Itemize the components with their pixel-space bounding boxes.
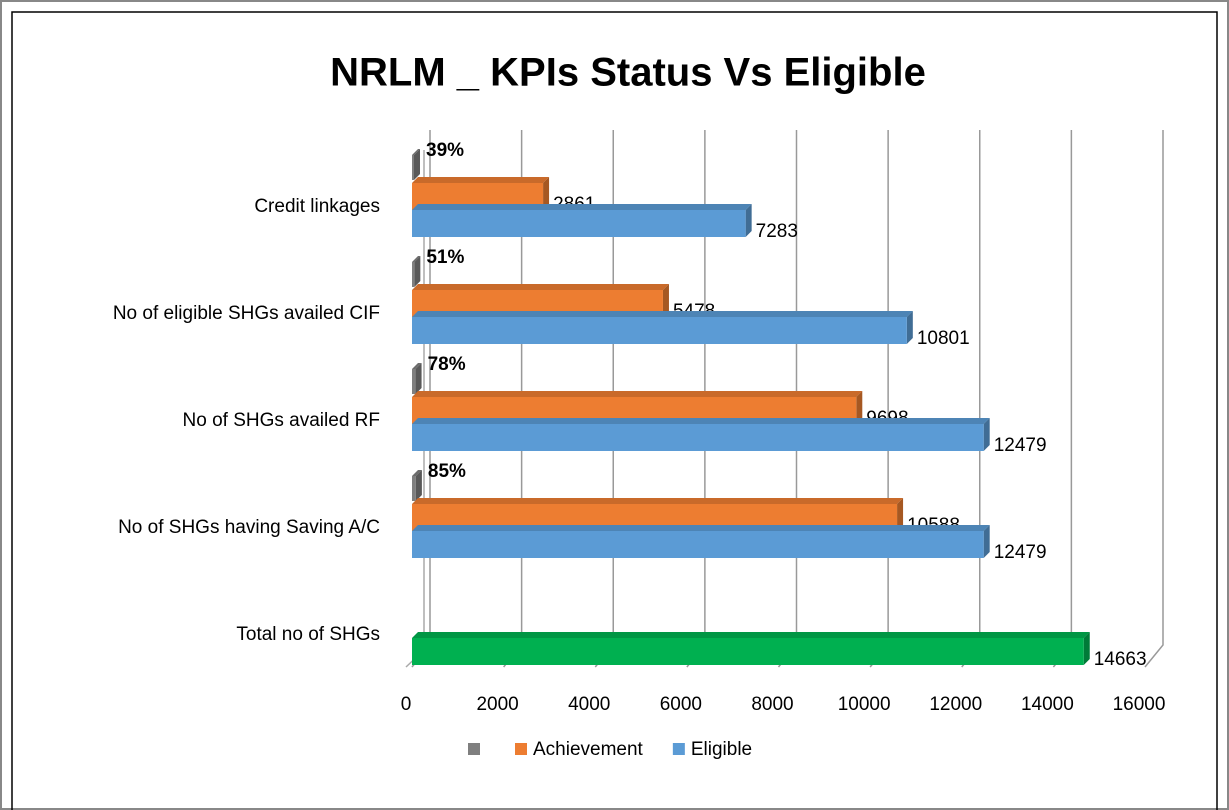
bar <box>412 369 416 394</box>
bar-top <box>412 470 422 476</box>
chart-border <box>11 11 1218 810</box>
bar-top <box>412 632 1090 638</box>
data-label: 14663 <box>1094 649 1147 670</box>
y-tick-label: No of SHGs availed RF <box>183 410 380 431</box>
legend-swatch <box>515 743 527 755</box>
bar-side <box>662 284 669 317</box>
x-tick-label: 6000 <box>660 694 702 715</box>
bar-top <box>412 284 669 290</box>
bar-side <box>415 470 422 501</box>
bar-side <box>415 363 422 394</box>
bar-top <box>412 498 904 504</box>
data-label: 85% <box>428 461 466 482</box>
legend-label: Achievement <box>533 739 644 760</box>
bar-side <box>906 311 913 344</box>
data-label: 10801 <box>917 328 970 349</box>
bar-side <box>856 391 863 424</box>
bar-side <box>543 177 550 210</box>
bar-side <box>745 204 752 237</box>
bar-top <box>412 311 913 317</box>
data-label: 39% <box>426 140 464 161</box>
bar <box>412 262 415 287</box>
x-tick-label: 0 <box>401 694 412 715</box>
x-tick-label: 4000 <box>568 694 610 715</box>
bar-top <box>412 204 752 210</box>
grid-line <box>1052 130 1073 668</box>
data-label: 7283 <box>756 221 798 242</box>
bar-side <box>983 525 990 558</box>
bar <box>412 424 984 451</box>
bar <box>412 155 414 180</box>
data-label: 51% <box>426 247 464 268</box>
data-label: 78% <box>428 354 466 375</box>
y-tick-label: Total no of SHGs <box>236 624 380 645</box>
bar-top <box>412 177 550 183</box>
x-tick-label: 8000 <box>751 694 793 715</box>
data-label: 12479 <box>994 542 1047 563</box>
bar-top <box>412 525 990 531</box>
chart-title: NRLM _ KPIs Status Vs Eligible <box>330 51 926 95</box>
grid-line <box>961 130 981 668</box>
bar-side <box>1083 632 1090 665</box>
bar-top <box>412 149 420 155</box>
y-tick-label: Credit linkages <box>254 196 380 217</box>
x-tick-label: 16000 <box>1113 694 1166 715</box>
bar <box>412 638 1084 665</box>
legend-swatch <box>672 743 685 755</box>
data-label: 12479 <box>994 435 1047 456</box>
bar <box>412 210 746 237</box>
x-tick-label: 12000 <box>929 694 982 715</box>
bar <box>412 317 907 344</box>
y-tick-label: No of eligible SHGs availed CIF <box>113 303 380 324</box>
x-tick-label: 10000 <box>838 694 891 715</box>
grid-line <box>1144 130 1164 668</box>
x-tick-label: 14000 <box>1021 694 1074 715</box>
bar-top <box>412 256 421 262</box>
legend-label: Eligible <box>691 739 752 760</box>
x-tick-label: 2000 <box>476 694 518 715</box>
bar-side <box>414 256 421 287</box>
y-tick-label: No of SHGs having Saving A/C <box>118 517 380 538</box>
bar-top <box>412 363 422 369</box>
bar-top <box>412 418 990 424</box>
bar-top <box>412 391 863 397</box>
grid-line <box>869 130 889 668</box>
bar-side <box>414 149 420 180</box>
bar <box>412 476 416 501</box>
bar-side <box>983 418 990 451</box>
bar-side <box>897 498 904 531</box>
bar <box>412 531 984 558</box>
legend-swatch <box>468 743 480 755</box>
